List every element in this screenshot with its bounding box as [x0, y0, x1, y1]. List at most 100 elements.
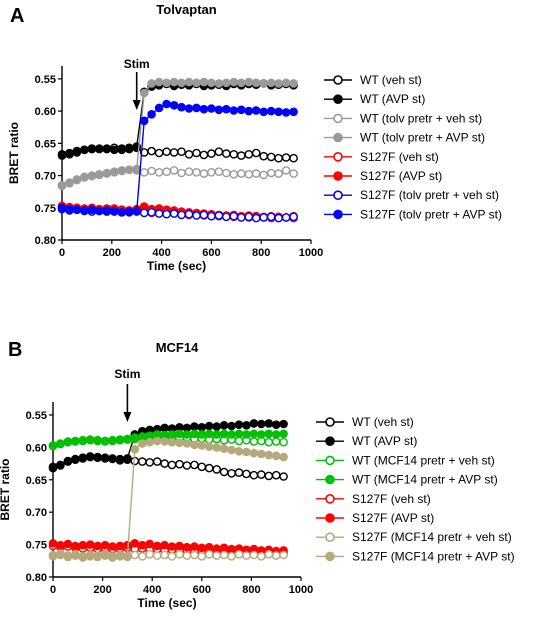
- data-point: [71, 551, 80, 560]
- data-point: [57, 149, 67, 159]
- legend-marker: [333, 75, 343, 85]
- data-point: [199, 77, 209, 87]
- data-point: [154, 103, 164, 113]
- legend-entry: S127F (veh st): [324, 150, 439, 164]
- data-point: [177, 102, 186, 112]
- legend-entry: WT (AVP st): [316, 434, 417, 448]
- data-point: [274, 153, 283, 163]
- data-point: [130, 433, 140, 442]
- data-point: [259, 151, 269, 161]
- data-point: [192, 167, 201, 177]
- legend-entry: S127F (MCF14 pretr + veh st): [316, 530, 512, 544]
- data-point: [204, 442, 214, 452]
- data-point: [212, 443, 221, 452]
- y-tick-label: 0.75: [35, 203, 56, 215]
- data-point: [219, 543, 229, 553]
- data-point: [123, 454, 132, 463]
- data-point: [182, 430, 192, 439]
- data-point: [190, 422, 199, 431]
- stim-label: Stim: [114, 367, 140, 381]
- data-point: [93, 452, 102, 462]
- data-point: [229, 211, 239, 221]
- data-point: [234, 420, 244, 430]
- data-point: [219, 467, 229, 477]
- chart-title: MCF14: [156, 340, 199, 355]
- data-point: [190, 542, 199, 551]
- data-point: [132, 207, 141, 216]
- stim-label: Stim: [124, 57, 150, 71]
- data-point: [85, 540, 95, 549]
- data-point: [197, 543, 207, 553]
- data-point: [244, 169, 254, 179]
- data-point: [102, 206, 112, 215]
- data-point: [264, 437, 274, 447]
- data-point: [48, 441, 58, 450]
- data-point: [167, 552, 177, 561]
- data-point: [175, 541, 184, 551]
- y-tick-label: 0.55: [26, 410, 47, 422]
- data-point: [160, 459, 169, 468]
- data-point: [279, 437, 288, 447]
- data-point: [244, 77, 254, 87]
- legend-marker: [333, 152, 343, 162]
- data-point: [147, 166, 156, 176]
- data-point: [184, 149, 194, 159]
- data-point: [264, 450, 274, 460]
- data-point: [207, 211, 216, 221]
- legend-label: WT (AVP st): [360, 92, 425, 106]
- data-point: [259, 107, 269, 117]
- data-point: [147, 207, 156, 217]
- legend-marker: [333, 132, 343, 143]
- data-point: [108, 542, 117, 551]
- y-tick-label: 0.80: [35, 235, 56, 247]
- data-point: [87, 205, 97, 214]
- data-point: [160, 540, 169, 550]
- data-point: [169, 166, 179, 175]
- data-point: [95, 144, 104, 154]
- data-point: [137, 552, 147, 561]
- chart-panel-a: A Tolvaptan 0 200 400 600 800 1000 0.55 0.60 0.65 0…: [7, 2, 502, 273]
- data-point: [102, 168, 112, 178]
- legend-marker: [325, 513, 335, 523]
- legend-entry: WT (tolv pretr + veh st): [324, 111, 482, 125]
- series-5: [48, 539, 288, 556]
- data-point: [137, 457, 147, 466]
- y-tick-label: 0.55: [35, 74, 56, 86]
- legend-label: WT (AVP st): [352, 434, 417, 448]
- data-point: [199, 210, 209, 220]
- data-point: [169, 77, 179, 87]
- legend-marker: [325, 493, 335, 504]
- legend-entry: S127F (MCF14 pretr + AVP st): [316, 549, 515, 563]
- data-point: [236, 105, 246, 115]
- data-point: [48, 462, 58, 472]
- data-point: [212, 465, 221, 474]
- data-point: [234, 446, 244, 456]
- data-point: [271, 430, 281, 439]
- legend-entry: WT (AVP st): [324, 92, 425, 106]
- data-point: [63, 539, 73, 549]
- data-point: [244, 106, 254, 116]
- data-point: [289, 169, 298, 178]
- data-point: [167, 437, 177, 447]
- legend-label: WT (veh st): [352, 415, 414, 429]
- data-point: [139, 88, 149, 98]
- data-point: [177, 168, 186, 178]
- data-point: [72, 175, 82, 184]
- data-point: [123, 434, 132, 444]
- data-point: [145, 437, 154, 447]
- data-point: [80, 172, 89, 182]
- data-point: [266, 168, 276, 178]
- data-point: [271, 451, 281, 461]
- data-point: [219, 420, 229, 430]
- data-point: [137, 540, 147, 550]
- data-point: [190, 550, 199, 560]
- data-point: [63, 456, 73, 466]
- data-point: [249, 437, 259, 446]
- legend-label: WT (MCF14 pretr + AVP st): [352, 473, 498, 487]
- data-point: [192, 211, 201, 220]
- data-point: [48, 552, 58, 561]
- data-point: [95, 206, 104, 216]
- data-point: [175, 550, 184, 559]
- data-point: [242, 551, 251, 560]
- data-point: [154, 77, 164, 87]
